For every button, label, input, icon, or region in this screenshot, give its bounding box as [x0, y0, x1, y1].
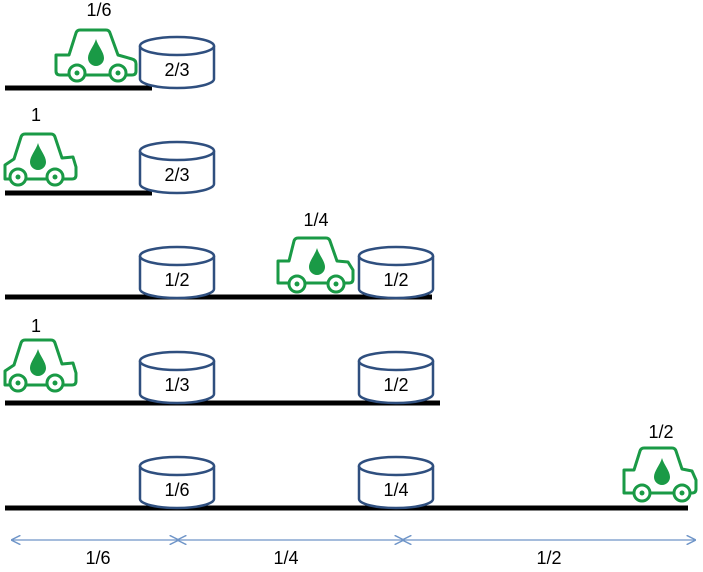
depot: 1/2: [357, 350, 435, 405]
distance-scale: 1/6 1/4 1/2: [12, 540, 695, 568]
depot-label: 1/2: [383, 270, 408, 290]
row-5: 1/6 1/4 1/2: [5, 422, 698, 511]
depot-label: 1/6: [164, 480, 189, 500]
car-fuel-label: 1/6: [86, 0, 111, 20]
row-2: 2/3 1: [3, 105, 216, 196]
depot: 1/6: [138, 455, 216, 510]
car-fuel-label: 1/4: [303, 210, 328, 230]
depot-label: 1/3: [164, 375, 189, 395]
car-icon: [276, 236, 355, 294]
car-fuel-label: 1: [31, 105, 41, 125]
row-4: 1/3 1/2 1: [3, 316, 440, 406]
depot-label: 1/2: [164, 270, 189, 290]
depot-label: 2/3: [164, 165, 189, 185]
segment-label-1: 1/6: [85, 548, 110, 568]
car-fuel-label: 1: [31, 316, 41, 336]
depot-label: 1/2: [383, 375, 408, 395]
row-1: 2/3 1/6: [5, 0, 216, 91]
depot: 2/3: [138, 140, 216, 195]
depot-label: 2/3: [164, 60, 189, 80]
depot-label: 1/4: [383, 480, 408, 500]
car-icon: [54, 28, 138, 83]
depot: 1/2: [357, 245, 435, 300]
segment-label-2: 1/4: [273, 548, 298, 568]
row-3: 1/2 1/2 1/4: [5, 210, 435, 300]
depot: 1/2: [138, 245, 216, 300]
segment-label-3: 1/2: [536, 548, 561, 568]
car-icon: [622, 446, 698, 503]
car-icon: [3, 132, 78, 187]
car-icon: [3, 338, 78, 393]
depot: 1/4: [357, 455, 435, 510]
depot: 2/3: [138, 35, 216, 90]
depot: 1/3: [138, 350, 216, 405]
car-fuel-label: 1/2: [648, 422, 673, 442]
